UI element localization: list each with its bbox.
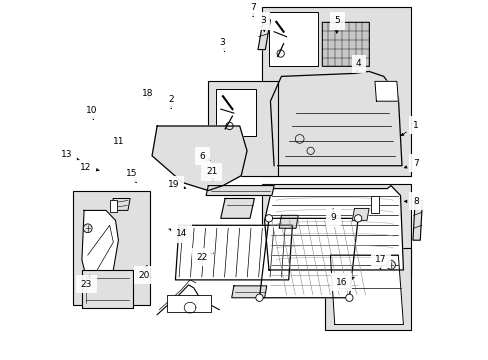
Bar [321,22,368,67]
Text: 17: 17 [374,255,386,269]
Text: 3: 3 [260,16,265,31]
Text: 1: 1 [400,121,418,136]
Polygon shape [259,219,357,298]
Text: 8: 8 [404,197,418,206]
Bar [268,12,317,67]
Polygon shape [264,186,403,270]
Circle shape [386,261,395,269]
Circle shape [83,224,92,233]
Bar [166,295,210,312]
Text: 10: 10 [85,105,97,120]
Text: 16: 16 [335,277,354,287]
Polygon shape [231,286,266,298]
Text: 9: 9 [329,209,335,222]
Text: 19: 19 [167,180,185,189]
Polygon shape [220,198,254,219]
Circle shape [265,215,272,222]
Bar [81,270,133,308]
Polygon shape [279,215,298,228]
Text: 13: 13 [61,150,79,160]
Text: 11: 11 [113,136,124,145]
Bar [109,201,117,212]
Circle shape [255,294,263,301]
Circle shape [179,225,186,232]
Polygon shape [258,20,270,50]
Text: 3: 3 [219,37,225,51]
Polygon shape [152,126,246,190]
Text: 22: 22 [196,253,213,262]
Polygon shape [206,186,274,195]
Polygon shape [81,210,118,298]
Polygon shape [374,81,398,101]
Circle shape [354,215,361,222]
Bar [370,195,378,213]
Bar [325,248,410,329]
Polygon shape [351,208,368,220]
Text: 23: 23 [81,275,92,289]
Polygon shape [111,198,130,210]
Text: 4: 4 [355,59,361,73]
Text: 7: 7 [404,159,418,168]
Text: 7: 7 [250,3,255,17]
Text: 15: 15 [126,169,138,183]
Polygon shape [330,255,403,325]
Text: 14: 14 [168,229,187,238]
Text: 5: 5 [334,16,340,33]
Circle shape [345,294,352,301]
Text: 6: 6 [199,152,209,161]
Text: 2: 2 [168,95,174,108]
Text: 21: 21 [205,167,217,181]
Text: 18: 18 [141,89,153,99]
Bar [73,190,149,305]
Text: 12: 12 [80,162,99,171]
Text: 20: 20 [138,265,149,280]
Bar [261,184,410,275]
Polygon shape [412,201,422,240]
Bar [261,7,410,176]
Bar [208,81,277,176]
Polygon shape [175,225,292,280]
Bar [215,89,255,136]
